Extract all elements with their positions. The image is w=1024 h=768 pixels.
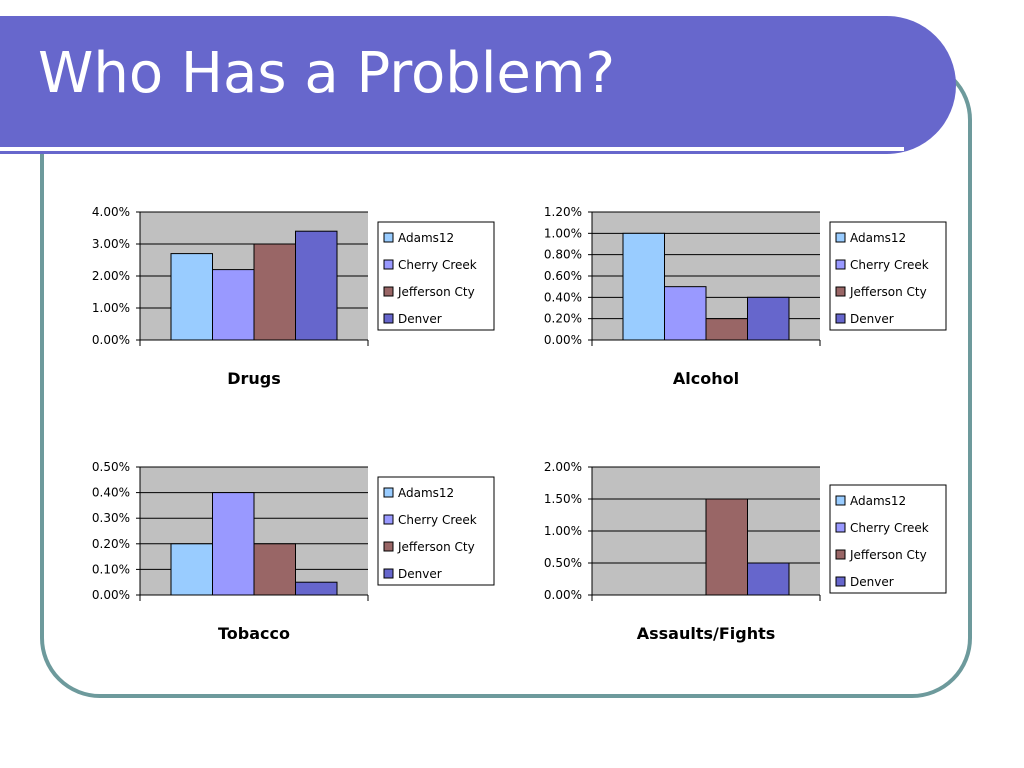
chart-1-ytick-label: 0.20% xyxy=(544,312,582,326)
chart-1-xlabel: Alcohol xyxy=(673,369,739,388)
chart-3-ytick-label: 0.50% xyxy=(544,556,582,570)
chart-1-bar-jefferson-cty xyxy=(705,318,748,341)
chart-1-legend-label-denver: Denver xyxy=(850,312,894,326)
chart-0-ytick-label: 2.00% xyxy=(92,269,130,283)
chart-3-legend xyxy=(829,484,947,594)
chart-0-legend-swatch-cherry-creek xyxy=(383,259,394,270)
banner-underline xyxy=(0,147,904,151)
chart-0-legend-label-adams12: Adams12 xyxy=(398,231,454,245)
chart-1-bar-denver xyxy=(747,296,790,341)
chart-0-xlabel: Drugs xyxy=(227,369,281,388)
chart-2-legend-label-cherry-creek: Cherry Creek xyxy=(398,513,477,527)
chart-1-bar-adams12 xyxy=(622,232,665,341)
chart-3-ytick-label: 0.00% xyxy=(544,588,582,602)
chart-3-ytick-label: 2.00% xyxy=(544,460,582,474)
chart-2-bar-cherry-creek xyxy=(212,492,255,596)
chart-0-legend-label-denver: Denver xyxy=(398,312,442,326)
chart-3-legend-swatch-denver xyxy=(835,576,846,587)
chart-0-legend-swatch-adams12 xyxy=(383,232,394,243)
chart-1-legend-label-adams12: Adams12 xyxy=(850,231,906,245)
chart-2-legend-swatch-adams12 xyxy=(383,487,394,498)
chart-3-legend-swatch-adams12 xyxy=(835,495,846,506)
chart-0-bar-cherry-creek xyxy=(212,269,255,341)
chart-3-ytick-label: 1.00% xyxy=(544,524,582,538)
chart-1-legend-swatch-denver xyxy=(835,313,846,324)
chart-1-legend-swatch-jefferson-cty xyxy=(835,286,846,297)
chart-0-ytick-label: 4.00% xyxy=(92,205,130,219)
chart-2-bar-adams12 xyxy=(170,543,213,596)
chart-3-xlabel: Assaults/Fights xyxy=(637,624,776,643)
chart-assaults-fights: 0.00% 0.50% 1.00% 1.50% 2.00% Assaults/Fights… xyxy=(544,460,947,643)
chart-1-legend xyxy=(829,221,947,331)
chart-0-legend xyxy=(377,221,495,331)
chart-3-legend-swatch-jefferson-cty xyxy=(835,549,846,560)
chart-1-ytick-label: 0.80% xyxy=(544,248,582,262)
chart-2-ytick-label: 0.30% xyxy=(92,511,130,525)
chart-drugs: 0.00% 1.00% 2.00% 3.00% 4.00% Drugs Adams12 Che… xyxy=(92,205,495,388)
chart-2-legend-label-jefferson-cty: Jefferson Cty xyxy=(397,540,475,554)
chart-2-bar-jefferson-cty xyxy=(253,543,296,596)
chart-2-legend-swatch-cherry-creek xyxy=(383,514,394,525)
chart-0-legend-label-cherry-creek: Cherry Creek xyxy=(398,258,477,272)
chart-1-legend-label-jefferson-cty: Jefferson Cty xyxy=(849,285,927,299)
chart-1-legend-swatch-cherry-creek xyxy=(835,259,846,270)
chart-3-legend-swatch-cherry-creek xyxy=(835,522,846,533)
chart-1-ytick-label: 0.40% xyxy=(544,290,582,304)
chart-2-ytick-label: 0.00% xyxy=(92,588,130,602)
chart-0-legend-swatch-denver xyxy=(383,313,394,324)
chart-2-ytick-label: 0.40% xyxy=(92,486,130,500)
chart-3-bar-jefferson-cty xyxy=(705,498,748,596)
chart-2-legend-swatch-denver xyxy=(383,568,394,579)
chart-0-ytick-label: 1.00% xyxy=(92,301,130,315)
chart-tobacco: 0.00% 0.10% 0.20% 0.30% 0.40% 0.50% Tobacco Ada… xyxy=(92,460,495,643)
chart-0-bar-jefferson-cty xyxy=(253,243,296,341)
chart-2-ytick-label: 0.20% xyxy=(92,537,130,551)
chart-0-bar-adams12 xyxy=(170,253,213,341)
chart-alcohol: 0.00% 0.20% 0.40% 0.60% 0.80% 1.00% 1.20% Alcoh… xyxy=(544,205,947,388)
chart-3-ytick-label: 1.50% xyxy=(544,492,582,506)
chart-2-legend-label-denver: Denver xyxy=(398,567,442,581)
chart-2-legend-swatch-jefferson-cty xyxy=(383,541,394,552)
chart-2-ytick-label: 0.50% xyxy=(92,460,130,474)
chart-2-xlabel: Tobacco xyxy=(218,624,290,643)
chart-0-ytick-label: 3.00% xyxy=(92,237,130,251)
chart-1-legend-swatch-adams12 xyxy=(835,232,846,243)
chart-3-legend-label-jefferson-cty: Jefferson Cty xyxy=(849,548,927,562)
chart-1-ytick-label: 0.00% xyxy=(544,333,582,347)
page-title: Who Has a Problem? xyxy=(38,41,616,106)
chart-1-legend-label-cherry-creek: Cherry Creek xyxy=(850,258,929,272)
chart-0-ytick-label: 0.00% xyxy=(92,333,130,347)
chart-2-legend xyxy=(377,476,495,586)
chart-2-bar-denver xyxy=(295,581,338,596)
chart-3-legend-label-adams12: Adams12 xyxy=(850,494,906,508)
chart-1-ytick-label: 1.00% xyxy=(544,226,582,240)
chart-1-bar-cherry-creek xyxy=(664,286,707,341)
chart-0-legend-swatch-jefferson-cty xyxy=(383,286,394,297)
chart-2-ytick-label: 0.10% xyxy=(92,562,130,576)
chart-1-ytick-label: 0.60% xyxy=(544,269,582,283)
chart-0-bar-denver xyxy=(295,230,338,341)
title-banner xyxy=(0,16,956,154)
chart-3-legend-label-cherry-creek: Cherry Creek xyxy=(850,521,929,535)
chart-3-legend-label-denver: Denver xyxy=(850,575,894,589)
chart-0-legend-label-jefferson-cty: Jefferson Cty xyxy=(397,285,475,299)
chart-1-ytick-label: 1.20% xyxy=(544,205,582,219)
chart-3-bar-denver xyxy=(747,562,790,596)
chart-2-legend-label-adams12: Adams12 xyxy=(398,486,454,500)
